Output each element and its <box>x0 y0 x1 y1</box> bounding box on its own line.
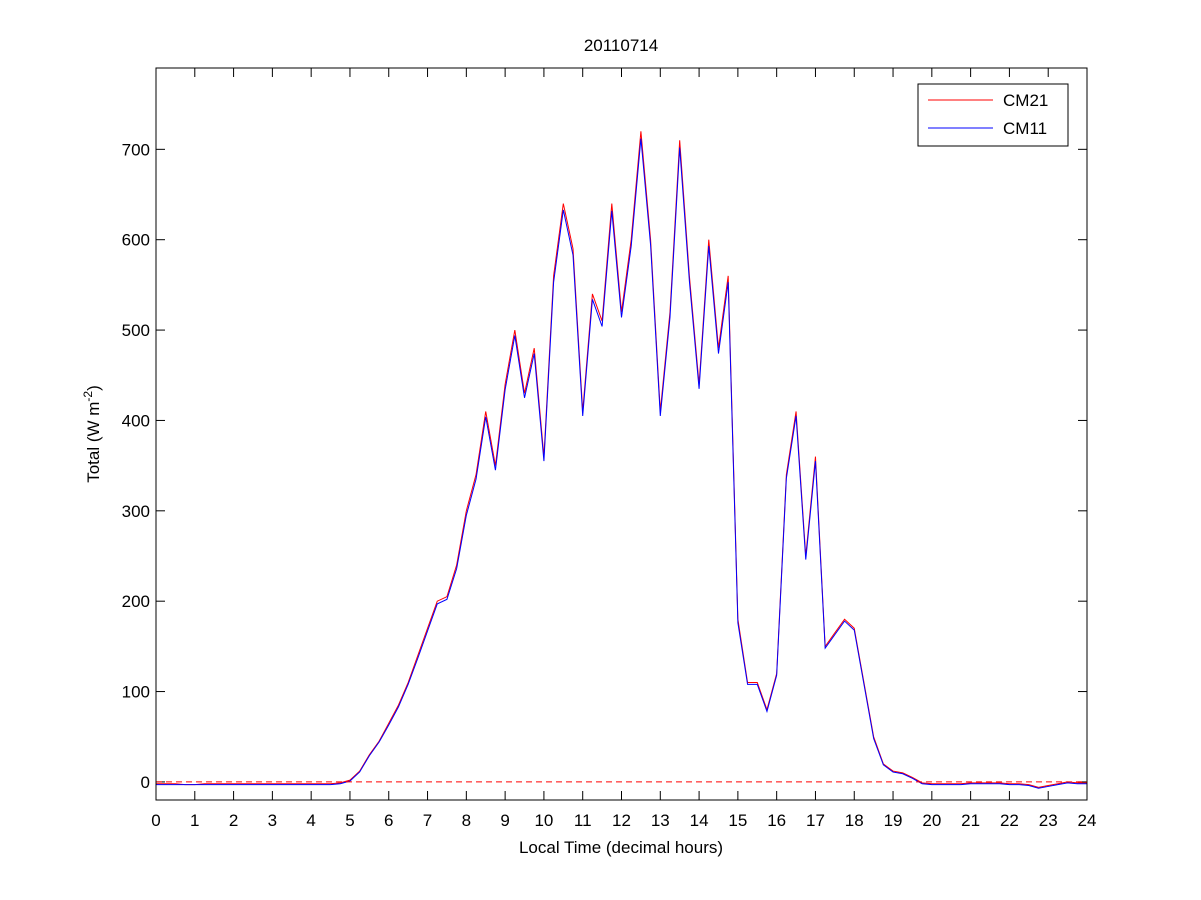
y-label-sup: -2 <box>81 391 95 402</box>
x-tick-label: 21 <box>961 811 980 830</box>
x-tick-label: 22 <box>1000 811 1019 830</box>
x-tick-label: 19 <box>884 811 903 830</box>
series-line <box>156 138 1087 789</box>
y-label-suffix: ) <box>84 385 103 391</box>
x-tick-label: 16 <box>767 811 786 830</box>
x-tick-label: 0 <box>151 811 160 830</box>
y-tick-label: 300 <box>122 502 150 521</box>
x-tick-label: 14 <box>690 811 709 830</box>
y-tick-label: 600 <box>122 231 150 250</box>
x-tick-label: 2 <box>229 811 238 830</box>
x-tick-label: 24 <box>1078 811 1097 830</box>
x-axis-label: Local Time (decimal hours) <box>519 838 723 857</box>
x-tick-label: 7 <box>423 811 432 830</box>
y-tick-label: 700 <box>122 140 150 159</box>
x-tick-label: 10 <box>534 811 553 830</box>
legend-label: CM11 <box>1003 119 1047 138</box>
x-tick-label: 17 <box>806 811 825 830</box>
x-tick-label: 23 <box>1039 811 1058 830</box>
legend-label: CM21 <box>1003 91 1048 110</box>
x-tick-label: 1 <box>190 811 199 830</box>
x-tick-label: 12 <box>612 811 631 830</box>
y-axis-label: Total (W m-2) <box>81 385 103 483</box>
x-tick-label: 8 <box>462 811 471 830</box>
x-tick-label: 15 <box>728 811 747 830</box>
x-tick-label: 11 <box>574 811 592 830</box>
y-label-text: Total (W m <box>84 402 103 483</box>
y-tick-label: 400 <box>122 411 150 430</box>
y-tick-label: 0 <box>141 773 150 792</box>
y-tick-label: 100 <box>122 683 150 702</box>
legend-box <box>917 83 1069 147</box>
x-tick-label: 20 <box>922 811 941 830</box>
x-tick-label: 3 <box>268 811 277 830</box>
x-tick-label: 6 <box>384 811 393 830</box>
x-tick-label: 18 <box>845 811 864 830</box>
x-tick-label: 4 <box>306 811 315 830</box>
y-tick-label: 200 <box>122 592 150 611</box>
chart-title: 20110714 <box>584 36 658 55</box>
x-tick-label: 9 <box>500 811 509 830</box>
plot-frame <box>155 67 1088 801</box>
x-tick-label: 5 <box>345 811 354 830</box>
x-tick-label: 13 <box>651 811 670 830</box>
y-tick-label: 500 <box>122 321 150 340</box>
